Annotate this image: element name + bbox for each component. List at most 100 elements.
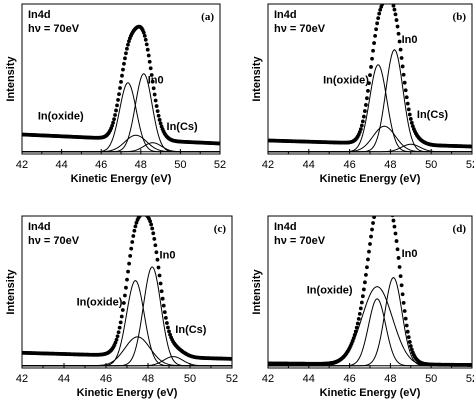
data-point	[405, 329, 410, 334]
data-point	[396, 31, 401, 36]
data-point	[229, 356, 232, 361]
data-point	[142, 212, 146, 216]
component-curves	[268, 49, 472, 153]
component-curves	[22, 73, 220, 153]
data-point	[371, 221, 375, 225]
data-point	[153, 98, 158, 103]
data-point	[119, 79, 123, 84]
data-point	[379, 195, 383, 199]
data-point	[395, 247, 400, 252]
data-point	[156, 113, 161, 118]
annotation-label: In0	[160, 250, 176, 262]
data-point	[120, 308, 125, 312]
data-point	[374, 206, 378, 210]
data-point	[160, 296, 165, 301]
annotation-label: In(Cs)	[167, 121, 199, 133]
data-point	[158, 281, 163, 286]
data-point	[385, 198, 389, 202]
x-tick-label: 50	[425, 373, 437, 385]
data-point	[469, 363, 472, 367]
data-point	[364, 272, 368, 277]
data-point	[356, 316, 361, 321]
data-point	[161, 303, 166, 308]
data-point	[390, 216, 395, 218]
data-point	[368, 242, 372, 246]
data-point	[121, 67, 125, 72]
data-point	[355, 321, 360, 326]
data-point	[409, 120, 414, 125]
x-tick-label: 42	[262, 159, 274, 171]
data-point	[151, 86, 156, 91]
x-tick-label: 46	[343, 159, 355, 171]
data-point	[117, 92, 121, 97]
data-point	[133, 224, 138, 229]
x-tick-label: 52	[214, 159, 226, 171]
data-point	[364, 103, 368, 107]
data-point	[149, 222, 154, 227]
panel-title-line: hν = 70eV	[274, 23, 326, 35]
x-axis-label: Kinetic Energy (eV)	[77, 387, 178, 399]
x-axis-label: Kinetic Energy (eV)	[320, 387, 421, 399]
data-point	[359, 123, 364, 128]
data-point	[373, 33, 377, 38]
data-point	[366, 89, 370, 93]
data-point	[382, 0, 386, 3]
data-point	[369, 65, 373, 69]
data-point	[118, 86, 122, 90]
data-point	[359, 300, 364, 305]
data-point	[373, 210, 377, 214]
panel-label: (c)	[214, 223, 227, 235]
data-point	[376, 16, 381, 21]
data-point	[392, 7, 397, 12]
x-tick-label: 52	[226, 373, 238, 385]
data-point	[114, 108, 118, 113]
data-point	[408, 117, 413, 121]
data-point	[409, 347, 414, 352]
data-point	[127, 261, 131, 266]
panel-title-line: In4d	[274, 9, 297, 21]
x-tick-label: 46	[343, 373, 355, 385]
data-point	[399, 283, 404, 288]
data-point	[382, 4, 385, 5]
data-point	[165, 321, 169, 325]
data-point	[126, 42, 130, 47]
data-point	[377, 197, 381, 201]
x-tick-label: 42	[16, 159, 28, 171]
annotation-label: In(oxide)	[77, 297, 123, 309]
data-point	[126, 269, 130, 274]
x-tick-label: 42	[262, 373, 274, 385]
data-point	[397, 265, 402, 269]
data-point	[401, 300, 406, 305]
panel-1: 42 44 46 48 50 52 Kinetic Energy (eV) Intensity…	[251, 0, 474, 185]
panel-title-line: In4d	[28, 9, 51, 21]
data-point	[156, 265, 161, 270]
data-point	[375, 202, 379, 206]
x-tick-label: 46	[95, 159, 107, 171]
data-point	[141, 212, 145, 216]
x-tick-label: 48	[142, 373, 154, 385]
data-point	[400, 292, 405, 297]
data-point	[150, 226, 155, 231]
data-point	[217, 141, 220, 146]
data-point	[148, 219, 153, 224]
data-point	[366, 257, 370, 262]
data-point	[116, 98, 120, 102]
data-point	[110, 123, 114, 128]
data-point	[153, 243, 158, 248]
data-point	[123, 56, 127, 61]
y-axis-label: Intensity	[5, 269, 17, 315]
data-point	[129, 246, 134, 251]
x-tick-label: 44	[55, 159, 67, 171]
data-points	[268, 195, 472, 367]
data-point	[145, 47, 150, 52]
data-point	[127, 39, 131, 44]
panel-title-line: hν = 70eV	[274, 235, 326, 247]
data-point	[363, 280, 367, 285]
data-point	[390, 0, 394, 2]
data-point	[115, 103, 119, 108]
data-point	[358, 306, 363, 311]
data-point	[167, 329, 171, 334]
panel-title-line: In4d	[28, 221, 51, 233]
component-curve-In0	[22, 266, 232, 367]
data-point	[158, 121, 163, 126]
